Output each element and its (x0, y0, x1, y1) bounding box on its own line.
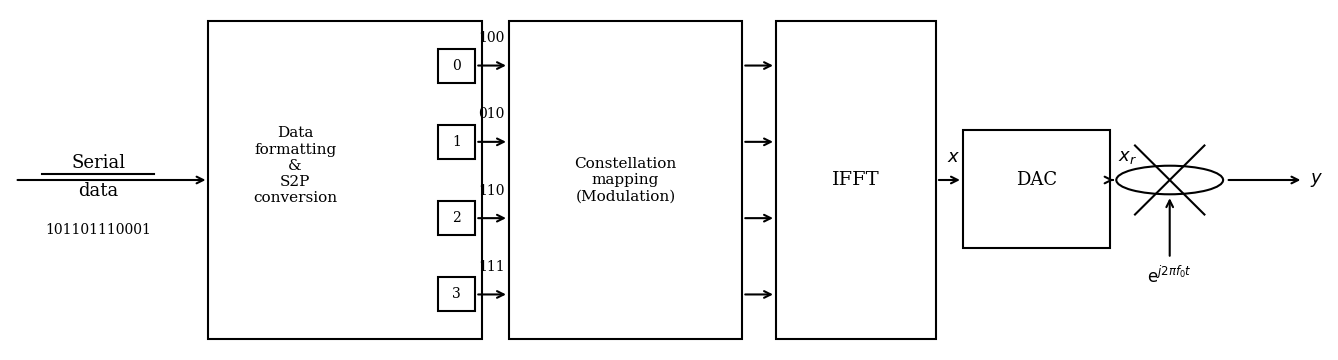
Text: $y$: $y$ (1310, 171, 1323, 189)
Text: 100: 100 (478, 31, 504, 45)
Bar (438, 201, 475, 235)
Text: $x_r$: $x_r$ (1117, 148, 1136, 166)
Text: IFFT: IFFT (832, 171, 880, 189)
Text: 101101110001: 101101110001 (45, 223, 151, 237)
Text: Serial: Serial (71, 154, 126, 172)
Bar (438, 278, 475, 311)
Text: 010: 010 (478, 107, 504, 121)
Text: DAC: DAC (1016, 171, 1057, 189)
Text: $\mathrm{e}^{j2\pi f_0 t}$: $\mathrm{e}^{j2\pi f_0 t}$ (1148, 266, 1192, 287)
Text: $x$: $x$ (947, 148, 959, 166)
Text: data: data (78, 182, 118, 200)
Bar (963, 130, 1109, 248)
Bar (438, 125, 475, 159)
Text: 111: 111 (478, 260, 504, 274)
Bar (209, 21, 482, 339)
Bar (776, 21, 937, 339)
Bar (438, 49, 475, 82)
Bar (508, 21, 743, 339)
Text: 3: 3 (452, 287, 462, 301)
Text: 110: 110 (478, 184, 504, 198)
Text: Constellation
mapping
(Modulation): Constellation mapping (Modulation) (574, 157, 677, 203)
Text: 0: 0 (452, 59, 462, 73)
Text: 2: 2 (452, 211, 462, 225)
Text: 1: 1 (452, 135, 462, 149)
Text: Data
formatting
&
S2P
conversion: Data formatting & S2P conversion (253, 126, 337, 205)
